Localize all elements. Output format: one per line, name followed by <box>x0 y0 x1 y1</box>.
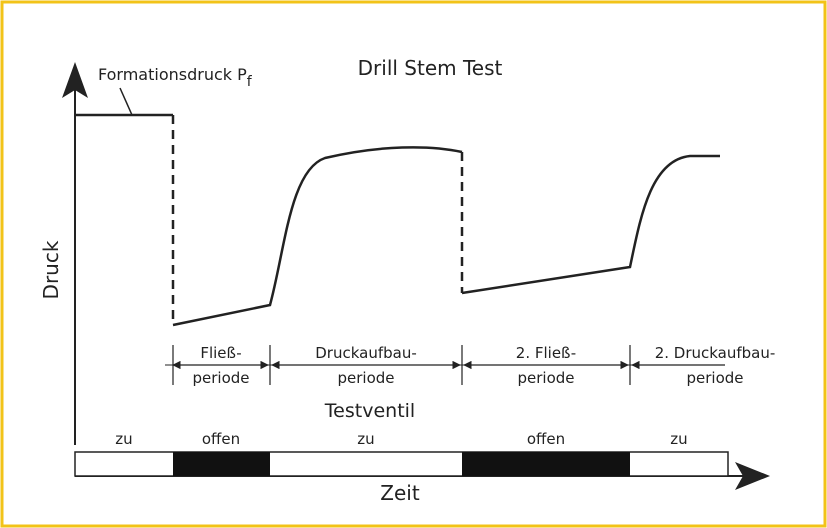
valve-state: offen <box>527 430 565 448</box>
period-label: periode <box>192 369 249 387</box>
valve-title: Testventil <box>324 400 415 422</box>
valve-state: zu <box>670 430 687 448</box>
period-label: periode <box>686 369 743 387</box>
pressure-curve <box>75 113 720 327</box>
annotation-subscript: f <box>247 74 253 90</box>
valve-state: offen <box>202 430 240 448</box>
x-label: Zeit <box>380 481 420 505</box>
annotation-leader <box>119 87 133 116</box>
period-label: 2. Fließ- <box>516 344 576 362</box>
x-arrow <box>735 462 770 490</box>
period-label: Fließ- <box>200 344 241 362</box>
period-label: periode <box>337 369 394 387</box>
valve-bar <box>74 451 729 477</box>
valve-state: zu <box>115 430 132 448</box>
period-label: periode <box>517 369 574 387</box>
y-label: Druck <box>39 240 63 299</box>
annotation-label: Formationsdruck P <box>98 65 247 84</box>
title: Drill Stem Test <box>358 56 503 80</box>
annotation: Formationsdruck Pf <box>98 65 253 90</box>
valve-state: zu <box>357 430 374 448</box>
drop-line <box>171 115 464 325</box>
period-label: Druckaufbau- <box>315 344 417 362</box>
valve-open <box>462 452 630 476</box>
y-arrow <box>62 62 88 98</box>
period-ticks <box>172 345 725 385</box>
period-label: 2. Druckaufbau- <box>655 344 776 362</box>
valve-open <box>173 452 270 476</box>
